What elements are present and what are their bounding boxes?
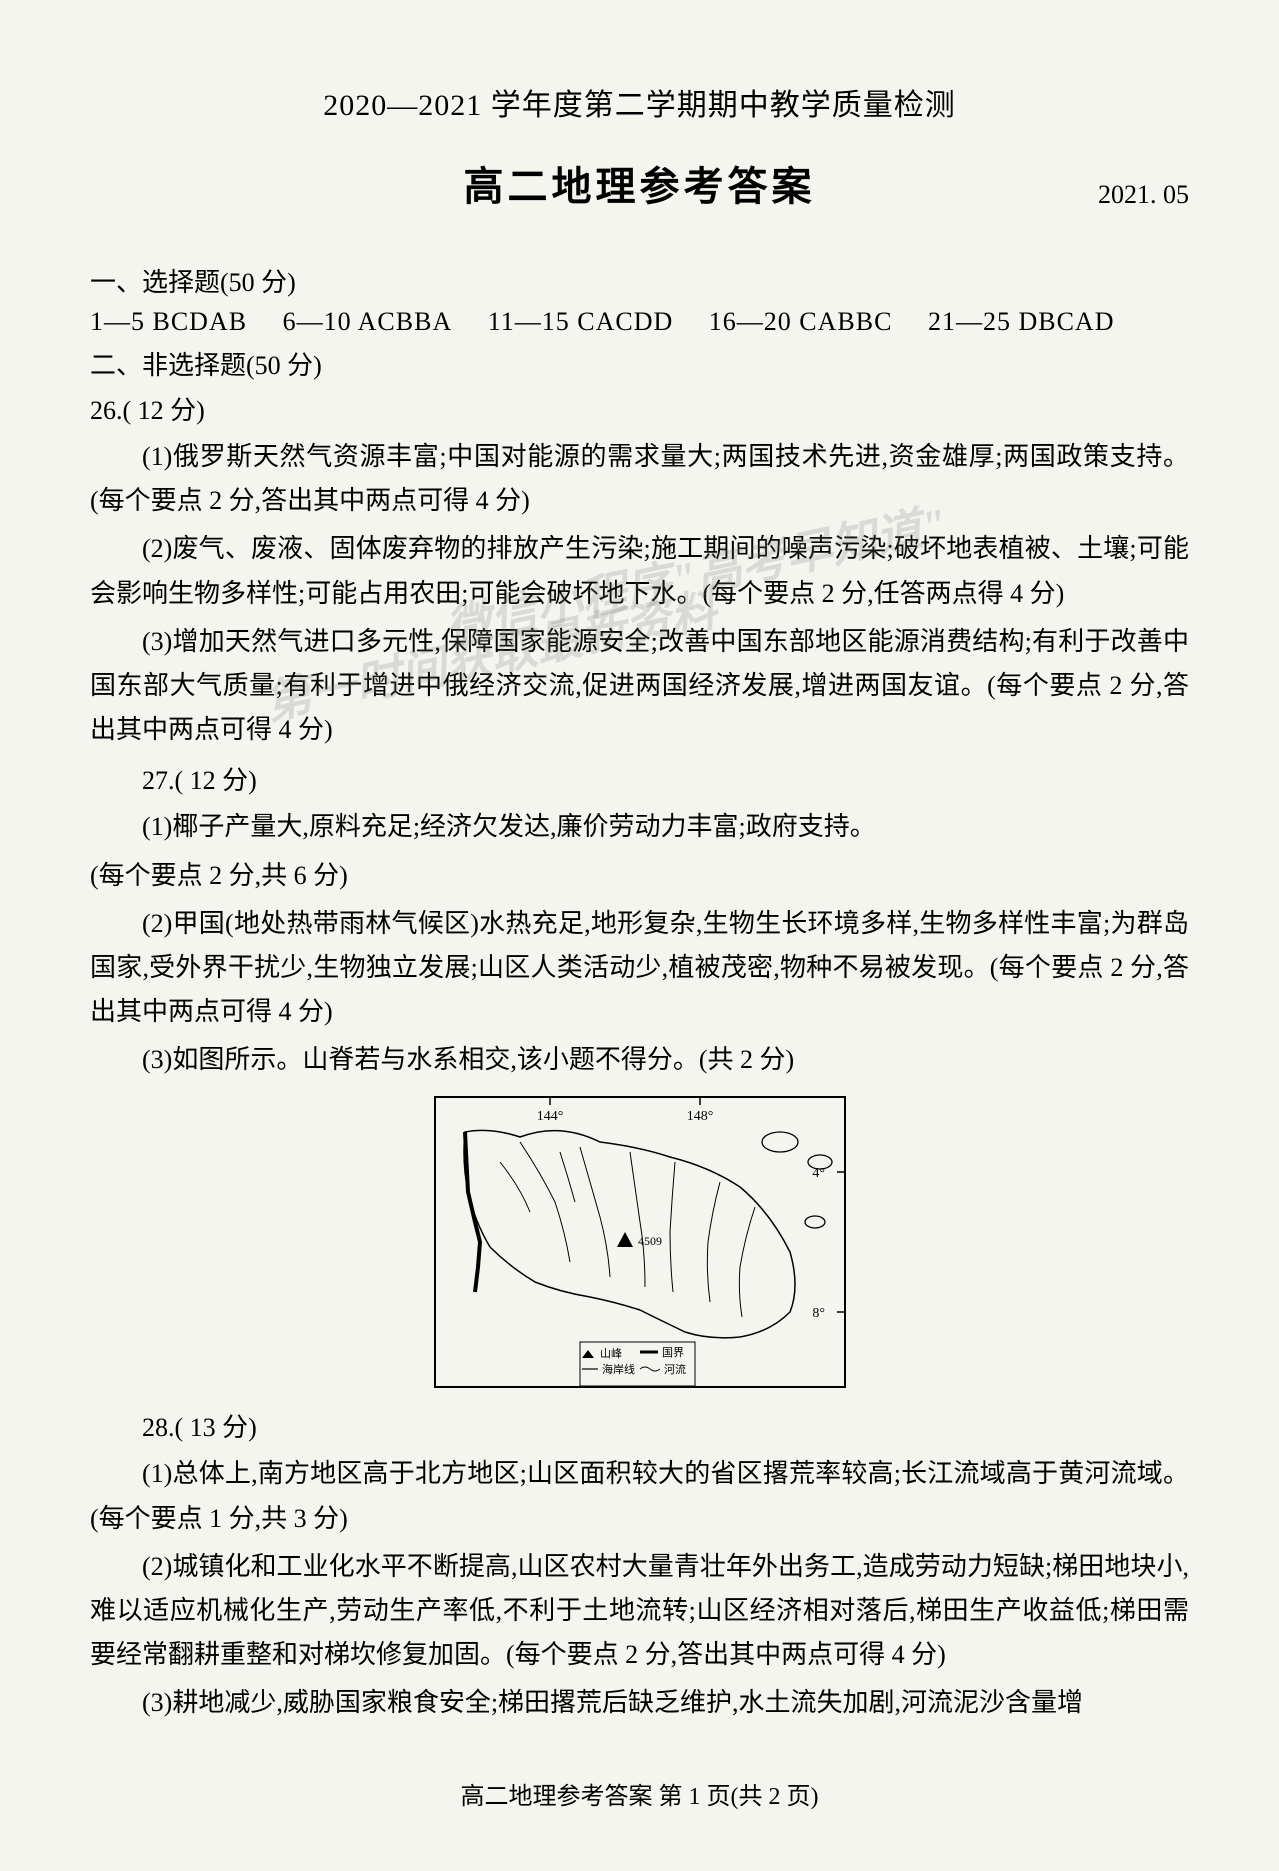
q27-answer-1b: (每个要点 2 分,共 6 分) — [90, 854, 1189, 898]
map-river-5 — [707, 1182, 720, 1302]
legend-river-label: 河流 — [664, 1362, 686, 1376]
mc-answer-group-1: 1—5 BCDAB — [90, 307, 247, 336]
q27-answer-2: (2)甲国(地处热带雨林气候区)水热充足,地形复杂,生物生长环境多样,生物多样性… — [90, 902, 1189, 1035]
map-lat-label-2: 8° — [812, 1306, 825, 1321]
map-peak-label: 4509 — [638, 1234, 662, 1248]
map-river-2 — [580, 1147, 610, 1277]
q28-number: 28.( 13 分) — [90, 1407, 1189, 1444]
page-container: 微信小程序"高考早知道" 第一时间获取最新资料 2020—2021 学年度第二学… — [0, 0, 1279, 1871]
map-island-1 — [762, 1132, 798, 1152]
map-river-4 — [670, 1162, 675, 1292]
map-river-3 — [630, 1152, 645, 1287]
map-river-6 — [739, 1207, 755, 1317]
map-lon-label-1: 144° — [536, 1109, 563, 1124]
map-river-7 — [500, 1162, 530, 1212]
subtitle-wrap: 高二地理参考答案 2021. 05 — [90, 154, 1189, 212]
multiple-choice-answers: 1—5 BCDAB 6—10 ACBBA 11—15 CACDD 16—20 C… — [90, 307, 1189, 337]
mc-answer-group-3: 11—15 CACDD — [488, 307, 674, 336]
legend-coast-label: 海岸线 — [602, 1362, 635, 1376]
map-border-line — [465, 1132, 480, 1292]
page-footer: 高二地理参考答案 第 1 页(共 2 页) — [90, 1776, 1189, 1811]
map-peak-icon — [617, 1232, 633, 1247]
document-title-sub: 高二地理参考答案 — [90, 154, 1189, 212]
q27-number: 27.( 12 分) — [90, 760, 1189, 797]
legend-peak-label: 山峰 — [600, 1347, 622, 1360]
q27-answer-3: (3)如图所示。山脊若与水系相交,该小题不得分。(共 2 分) — [90, 1038, 1189, 1082]
section2-header: 二、非选择题(50 分) — [90, 345, 1189, 382]
map-river-8 — [560, 1152, 575, 1202]
q27-answer-1: (1)椰子产量大,原料充足;经济欠发达,廉价劳动力丰富;政府支持。 — [90, 805, 1189, 849]
q26-number: 26.( 12 分) — [90, 390, 1189, 427]
q28-answer-2: (2)城镇化和工业化水平不断提高,山区农村大量青壮年外出务工,造成劳动力短缺;梯… — [90, 1545, 1189, 1678]
legend-border-label: 国界 — [662, 1346, 684, 1359]
map-island-3 — [805, 1216, 825, 1228]
document-date: 2021. 05 — [1098, 180, 1189, 210]
q28-answer-1: (1)总体上,南方地区高于北方地区;山区面积较大的省区撂荒率较高;长江流域高于黄… — [90, 1452, 1189, 1540]
q26-answer-1: (1)俄罗斯天然气资源丰富;中国对能源的需求量大;两国技术先进,资金雄厚;两国政… — [90, 435, 1189, 523]
map-lon-label-2: 148° — [686, 1109, 713, 1124]
map-coastline-main — [464, 1131, 795, 1338]
document-title-main: 2020—2021 学年度第二学期期中教学质量检测 — [90, 80, 1189, 124]
q28-answer-3: (3)耕地减少,威胁国家粮食安全;梯田撂荒后缺乏维护,水土流失加剧,河流泥沙含量… — [90, 1681, 1189, 1725]
mc-answer-group-5: 21—25 DBCAD — [928, 307, 1115, 336]
mc-answer-group-4: 16—20 CABBC — [709, 307, 893, 336]
map-svg: 144° 148° 4° 8° — [430, 1092, 850, 1392]
q26-answer-2: (2)废气、废液、固体废弃物的排放产生污染;施工期间的噪声污染;破坏地表植被、土… — [90, 527, 1189, 615]
mc-answer-group-2: 6—10 ACBBA — [283, 307, 453, 336]
map-container: 144° 148° 4° 8° — [90, 1092, 1189, 1397]
q26-answer-3: (3)增加天然气进口多元性,保障国家能源安全;改善中国东部地区能源消费结构;有利… — [90, 620, 1189, 753]
section1-header: 一、选择题(50 分) — [90, 262, 1189, 299]
